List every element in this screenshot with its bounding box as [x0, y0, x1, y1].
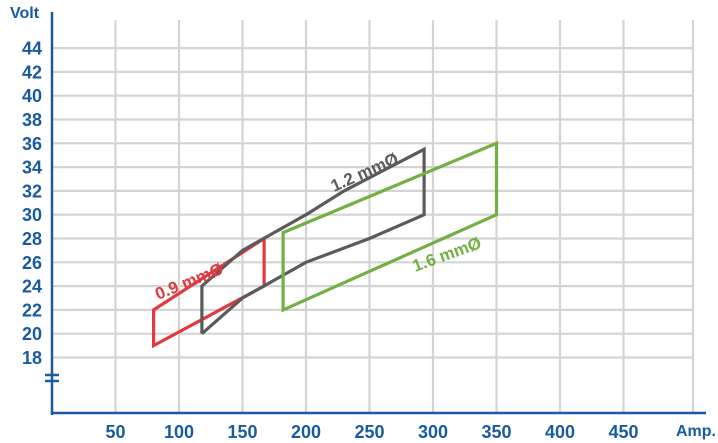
series-label: 1.6 mmØ	[410, 233, 484, 275]
y-tick-label: 38	[22, 110, 42, 130]
y-tick-label: 34	[22, 158, 42, 178]
y-axis-break	[45, 373, 59, 383]
y-axis-title: Volt	[10, 5, 40, 22]
y-tick-label: 40	[22, 86, 42, 106]
x-tick-labels: 50 100 150 200 250 300 350 400 450	[105, 422, 638, 442]
x-tick-label: 450	[608, 422, 638, 442]
y-tick-label: 42	[22, 62, 42, 82]
y-tick-label: 44	[22, 39, 42, 59]
axes	[45, 12, 706, 415]
grid	[52, 20, 695, 413]
y-tick-label: 28	[22, 229, 42, 249]
x-tick-label: 400	[545, 422, 575, 442]
y-tick-label: 22	[22, 300, 42, 320]
y-tick-label: 20	[22, 324, 42, 344]
y-tick-label: 26	[22, 253, 42, 273]
y-tick-labels: 18 20 22 24 26 28 30 32 34 36 38 40 42 44	[22, 39, 42, 368]
x-axis-title: Amp.	[676, 423, 716, 440]
x-tick-label: 350	[481, 422, 511, 442]
x-tick-label: 200	[291, 422, 321, 442]
y-tick-label: 24	[22, 277, 42, 297]
x-tick-label: 150	[227, 422, 257, 442]
x-tick-label: 300	[418, 422, 448, 442]
x-tick-label: 100	[164, 422, 194, 442]
series-label: 0.9 mmØ	[152, 259, 226, 304]
y-tick-label: 18	[22, 348, 42, 368]
series-outline	[281, 140, 499, 313]
y-tick-label: 36	[22, 134, 42, 154]
x-tick-label: 250	[354, 422, 384, 442]
x-tick-label: 50	[105, 422, 125, 442]
y-tick-label: 30	[22, 205, 42, 225]
y-tick-label: 32	[22, 181, 42, 201]
series-group	[152, 140, 499, 349]
series-outline	[200, 146, 426, 335]
